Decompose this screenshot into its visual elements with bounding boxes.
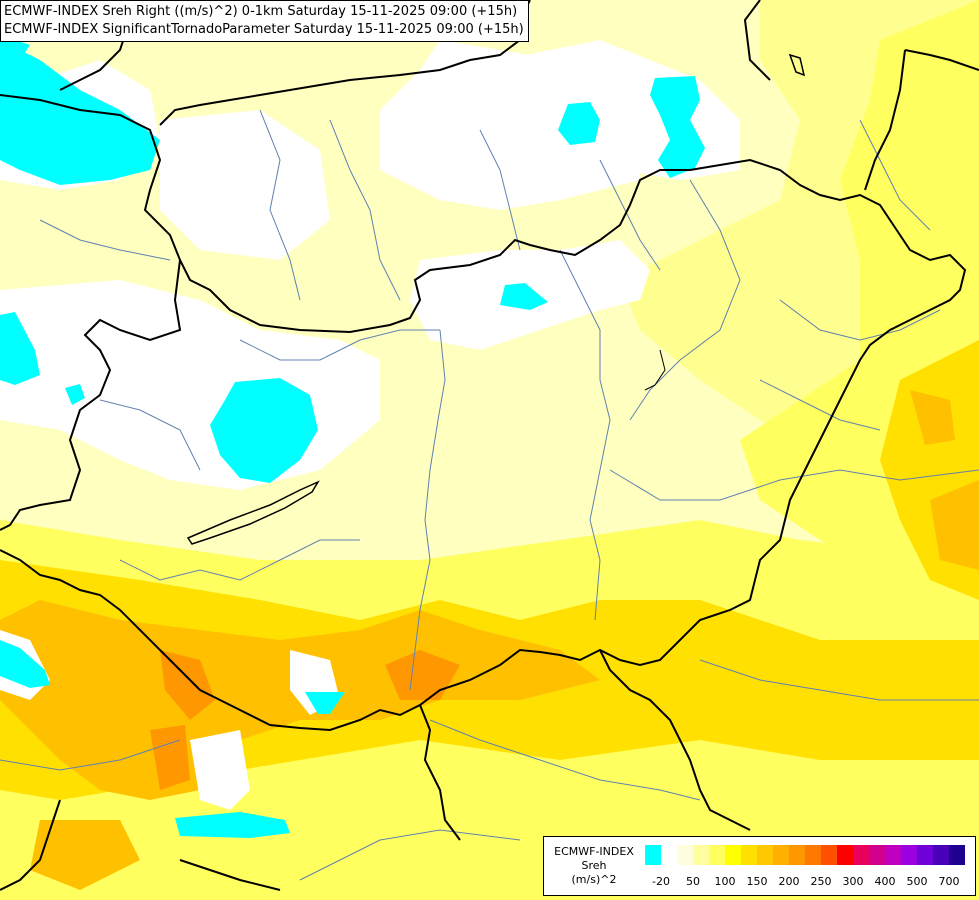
rivers xyxy=(0,109,979,881)
legend-tick-label: 100 xyxy=(714,875,736,888)
legend-swatch xyxy=(901,845,917,865)
field-white-west xyxy=(160,110,330,260)
legend-title: ECMWF-INDEX Sreh (m/s)^2 xyxy=(548,845,640,887)
legend-tick-label: 500 xyxy=(906,875,928,888)
title-line-1: ECMWF-INDEX Sreh Right ((m/s)^2) 0-1km S… xyxy=(4,4,518,19)
legend-swatch xyxy=(757,845,773,865)
legend-swatch xyxy=(853,845,869,865)
legend-swatch xyxy=(693,845,709,865)
legend-swatch xyxy=(645,845,661,865)
legend-tick-label: 150 xyxy=(746,875,768,888)
field-dark-orange-1 xyxy=(160,650,215,720)
color-legend: ECMWF-INDEX Sreh (m/s)^2 -20 50 100 150 200 2… xyxy=(543,836,976,896)
legend-swatch xyxy=(821,845,837,865)
legend-swatch xyxy=(869,845,885,865)
field-orange-south-bottom xyxy=(30,820,140,890)
legend-swatch xyxy=(837,845,853,865)
legend-title-model: ECMWF-INDEX xyxy=(554,845,634,858)
legend-swatch xyxy=(885,845,901,865)
legend-swatch xyxy=(773,845,789,865)
legend-swatch xyxy=(677,845,693,865)
field-white-sw xyxy=(190,730,250,810)
legend-tick-label: 250 xyxy=(810,875,832,888)
legend-swatch xyxy=(933,845,949,865)
legend-tick-label: 200 xyxy=(778,875,800,888)
legend-tick-label: 300 xyxy=(842,875,864,888)
legend-swatch xyxy=(805,845,821,865)
field-dark-orange-3 xyxy=(150,725,190,790)
legend-swatch xyxy=(709,845,725,865)
title-line-2: ECMWF-INDEX SignificantTornadoParameter … xyxy=(4,22,524,37)
field-cyan-center xyxy=(210,378,318,483)
legend-title-param: Sreh xyxy=(581,859,607,872)
legend-title-unit: (m/s)^2 xyxy=(571,873,617,886)
legend-tick-label: -20 xyxy=(652,875,670,888)
lake-ne xyxy=(788,53,806,77)
field-cyan-n2 xyxy=(650,76,705,178)
field-orange-east2 xyxy=(910,390,955,445)
field-cyan-w xyxy=(0,312,40,385)
field-cyan-s2 xyxy=(175,812,290,838)
field-orange-east xyxy=(930,480,979,570)
lake-balaton xyxy=(186,480,320,545)
legend-tick-labels: -20 50 100 150 200 250 300 400 500 700 xyxy=(645,875,970,889)
legend-swatch xyxy=(725,845,741,865)
river-tisza-loop xyxy=(644,349,666,391)
legend-tick-label: 400 xyxy=(874,875,896,888)
legend-swatch xyxy=(917,845,933,865)
field-cyan-n1 xyxy=(558,102,600,145)
legend-swatch xyxy=(661,845,677,865)
field-cyan-w2 xyxy=(65,384,85,405)
field-cyan-nw xyxy=(0,40,160,185)
legend-swatch xyxy=(789,845,805,865)
field-cyan-s1 xyxy=(305,692,345,714)
legend-swatch xyxy=(949,845,965,865)
legend-color-bar xyxy=(645,845,965,865)
field-cyan-s3 xyxy=(0,640,50,688)
legend-tick-label: 50 xyxy=(686,875,700,888)
legend-swatch xyxy=(741,845,757,865)
map-title-box: ECMWF-INDEX Sreh Right ((m/s)^2) 0-1km S… xyxy=(0,0,529,42)
field-dark-orange-2 xyxy=(385,650,460,700)
legend-tick-label: 700 xyxy=(938,875,960,888)
field-cyan-c xyxy=(500,283,548,310)
